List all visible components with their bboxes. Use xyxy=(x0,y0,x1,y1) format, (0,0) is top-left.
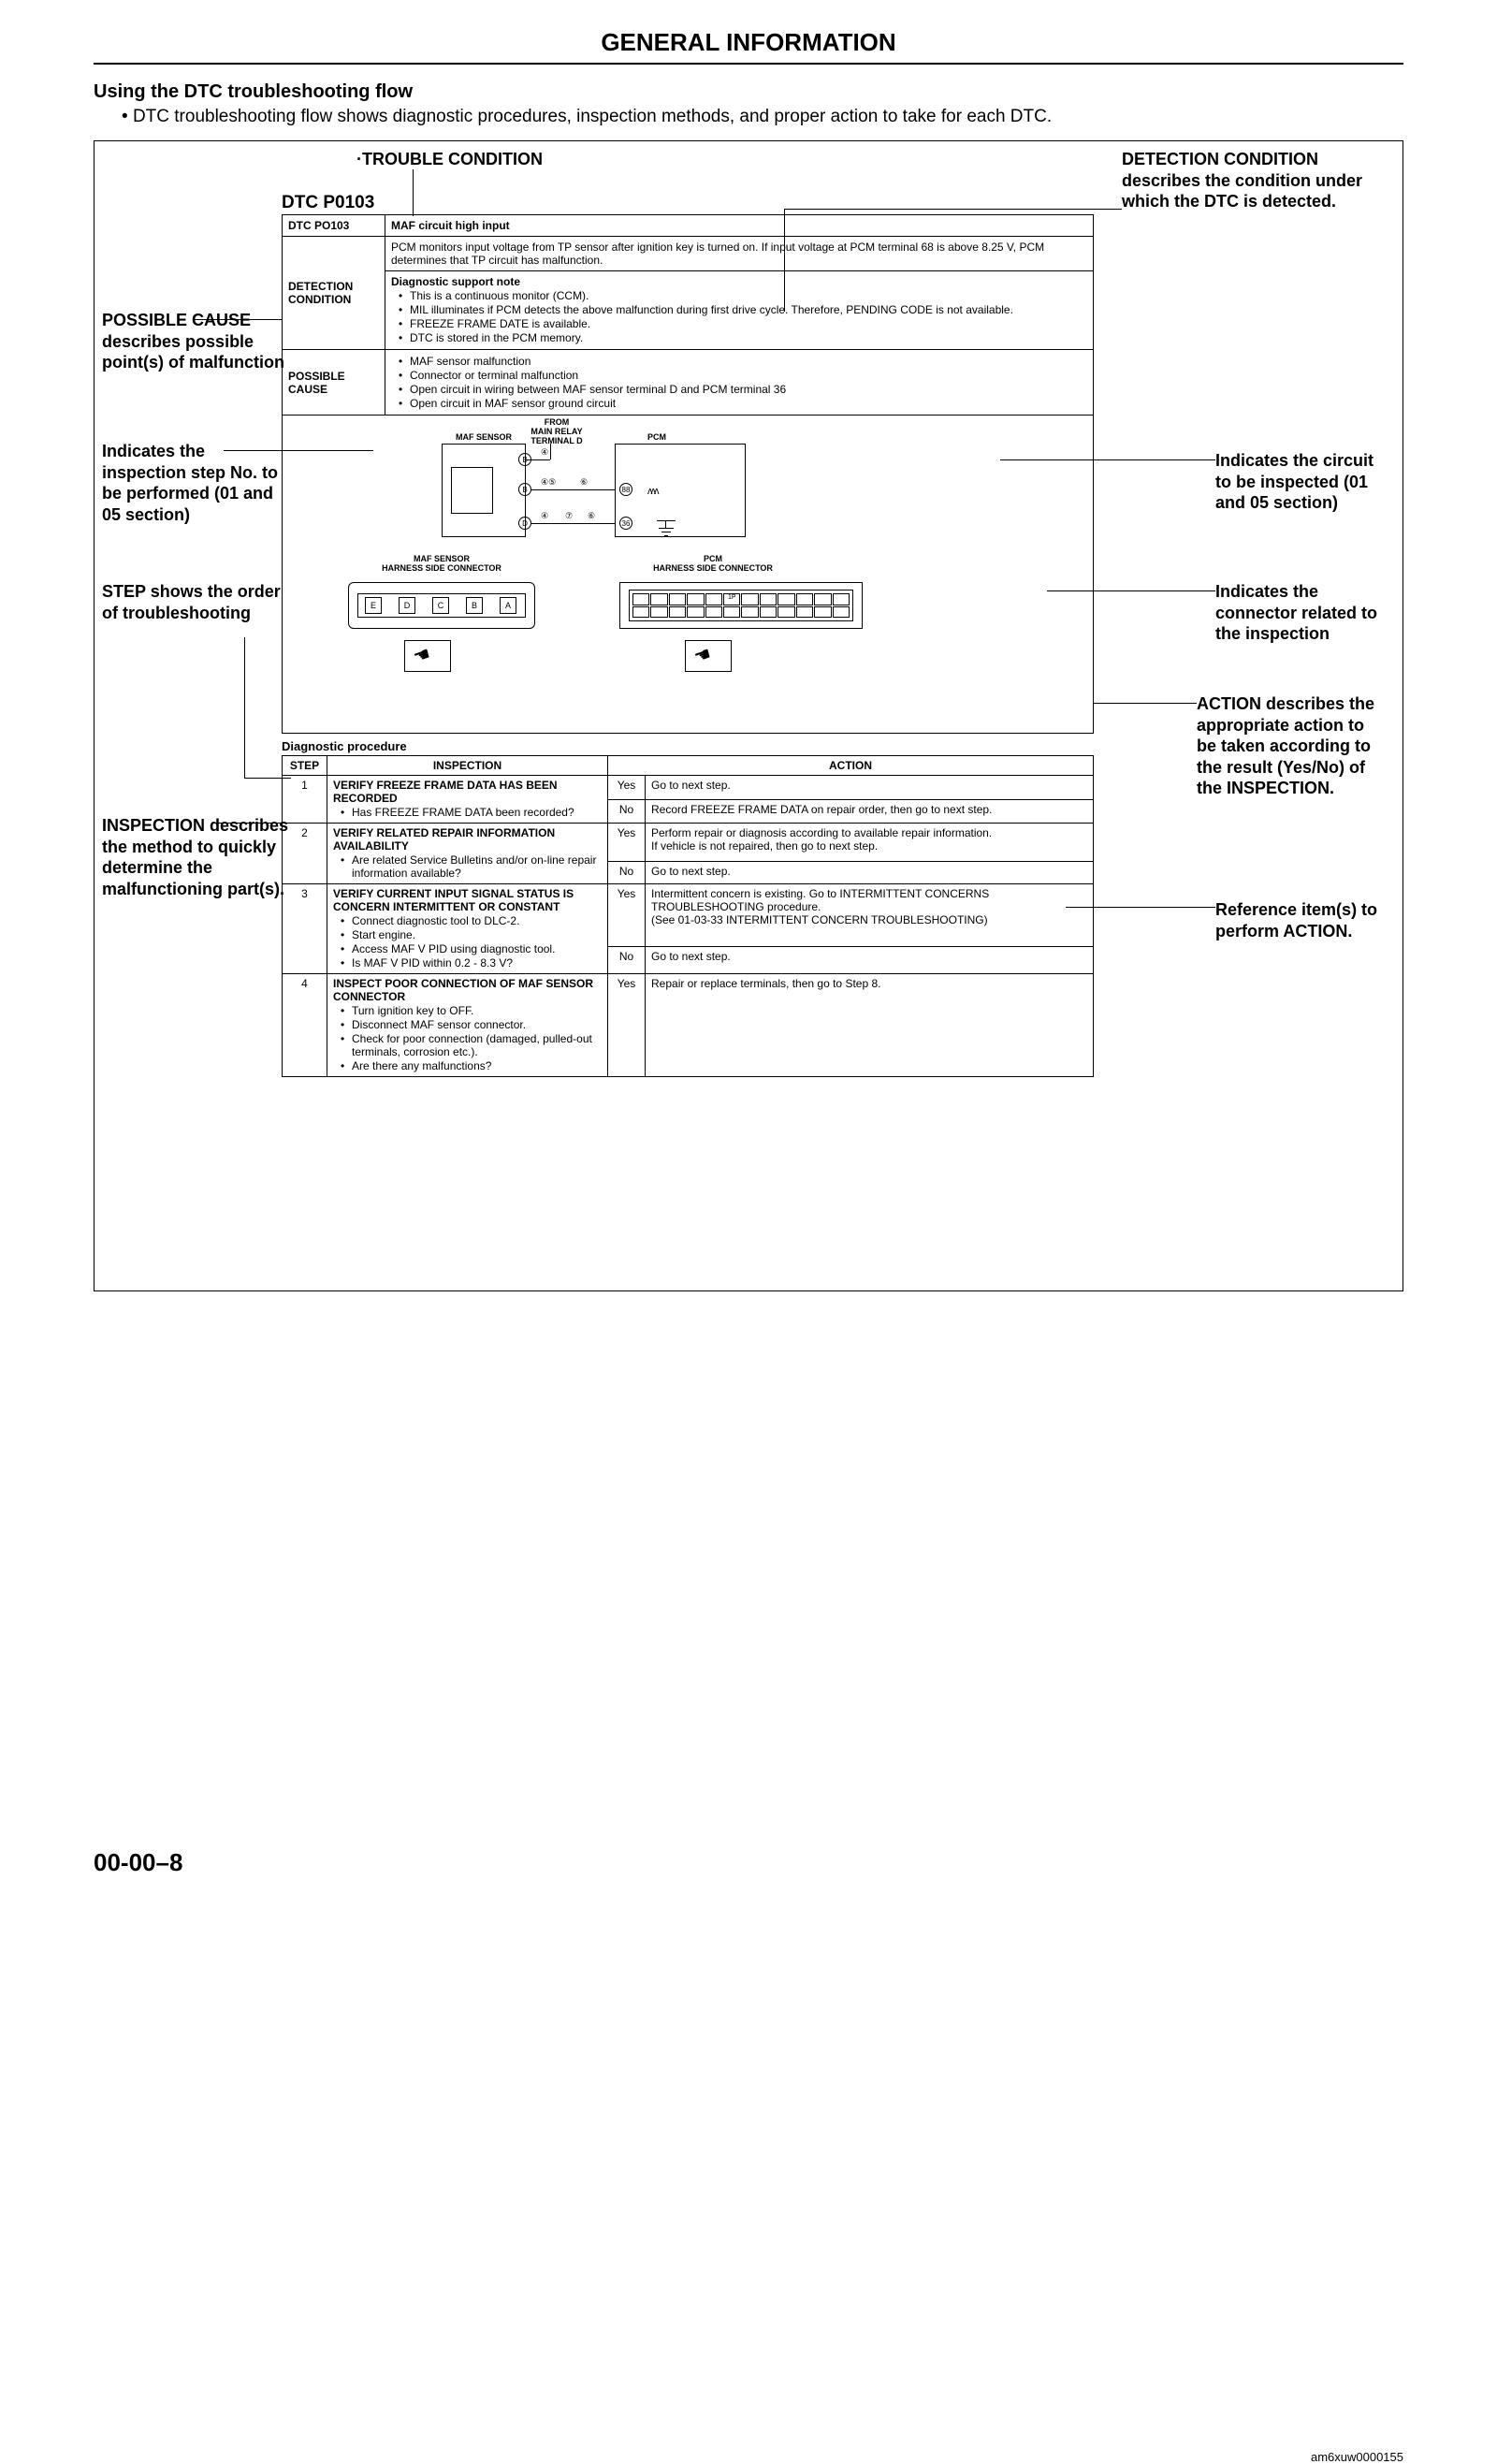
callout-connector: Indicates the connector related to the i… xyxy=(1215,581,1384,645)
inspection-bullet: Turn ignition key to OFF. xyxy=(341,1004,602,1017)
callout-trouble-condition: ·TROUBLE CONDITION xyxy=(356,149,543,170)
diag-procedure-title: Diagnostic procedure xyxy=(282,739,1094,753)
inspection-bullet: Are related Service Bulletins and/or on-… xyxy=(341,853,602,880)
table-row: 1VERIFY FREEZE FRAME DATA HAS BEEN RECOR… xyxy=(283,776,1094,800)
callout-inspection: INSPECTION describes the method to quick… xyxy=(102,815,289,899)
dtc-cell-title: MAF circuit high input xyxy=(385,215,1094,237)
connector-pin: A xyxy=(500,597,516,614)
detection-label: DETECTION CONDITION xyxy=(283,237,385,350)
action-cell: Intermittent concern is existing. Go to … xyxy=(646,884,1094,947)
yesno-cell: No xyxy=(608,861,646,883)
label-maf-connector: MAF SENSOR HARNESS SIDE CONNECTOR xyxy=(367,554,516,573)
page-header: GENERAL INFORMATION xyxy=(94,28,1403,65)
procedure-table: STEP INSPECTION ACTION 1VERIFY FREEZE FR… xyxy=(282,755,1094,1077)
info-table: DTC PO103 MAF circuit high input DETECTI… xyxy=(282,214,1094,416)
possible-cause-bullet: Open circuit in MAF sensor ground circui… xyxy=(399,397,1087,410)
inspection-bullet: Connect diagnostic tool to DLC-2. xyxy=(341,914,602,927)
inspection-bullet: Is MAF V PID within 0.2 - 8.3 V? xyxy=(341,956,602,970)
action-cell: Go to next step. xyxy=(646,861,1094,883)
label-pcm: PCM xyxy=(638,432,676,442)
diag-support-note-title: Diagnostic support note xyxy=(391,275,1087,288)
step-cell: 1 xyxy=(283,776,327,824)
possible-cause-bullet: Connector or terminal malfunction xyxy=(399,369,1087,382)
possible-cause-bullet: MAF sensor malfunction xyxy=(399,355,1087,368)
connector-pin: D xyxy=(399,597,415,614)
callout-action: ACTION describes the appropriate action … xyxy=(1197,693,1384,799)
yesno-cell: No xyxy=(608,947,646,974)
yesno-cell: Yes xyxy=(608,974,646,1077)
connector-pin: E xyxy=(365,597,382,614)
detection-bullet: MIL illuminates if PCM detects the above… xyxy=(399,303,1087,316)
image-reference: am6xuw0000155 xyxy=(94,2450,1403,2464)
section-title: Using the DTC troubleshooting flow xyxy=(94,81,1403,103)
connector-pin: C xyxy=(432,597,449,614)
step-cell: 2 xyxy=(283,824,327,884)
inspection-bullet: Access MAF V PID using diagnostic tool. xyxy=(341,942,602,955)
action-cell: Go to next step. xyxy=(646,947,1094,974)
callout-step-no: Indicates the inspection step No. to be … xyxy=(102,441,289,525)
possible-cause-label: POSSIBLE CAUSE xyxy=(283,350,385,416)
detection-bullets-cell: Diagnostic support note This is a contin… xyxy=(385,271,1094,350)
detection-bullet: This is a continuous monitor (CCM). xyxy=(399,289,1087,302)
step-cell: 3 xyxy=(283,884,327,974)
action-cell: Record FREEZE FRAME DATA on repair order… xyxy=(646,799,1094,824)
inspection-bullet: Start engine. xyxy=(341,928,602,941)
col-step: STEP xyxy=(283,756,327,776)
callout-detection-condition: DETECTION CONDITION describes the condit… xyxy=(1122,149,1384,212)
action-cell: Repair or replace terminals, then go to … xyxy=(646,974,1094,1077)
central-content: DTC PO103 MAF circuit high input DETECTI… xyxy=(282,214,1094,1077)
inspection-cell: VERIFY FREEZE FRAME DATA HAS BEEN RECORD… xyxy=(327,776,608,824)
inspection-cell: VERIFY CURRENT INPUT SIGNAL STATUS IS CO… xyxy=(327,884,608,974)
pcm-desc: PCM monitors input voltage from TP senso… xyxy=(385,237,1094,271)
possible-cause-bullets-cell: MAF sensor malfunctionConnector or termi… xyxy=(385,350,1094,416)
inspection-bullet: Are there any malfunctions? xyxy=(341,1059,602,1072)
yesno-cell: Yes xyxy=(608,884,646,947)
page-number: 00-00–8 xyxy=(94,1848,182,1877)
label-from-relay: FROM MAIN RELAY TERMINAL D xyxy=(524,417,589,445)
label-maf-sensor: MAF SENSOR xyxy=(451,432,516,442)
section-intro: DTC troubleshooting flow shows diagnosti… xyxy=(122,107,1403,127)
connector-pin: B xyxy=(466,597,483,614)
col-inspection: INSPECTION xyxy=(327,756,608,776)
action-cell: Perform repair or diagnosis according to… xyxy=(646,824,1094,862)
detection-bullet: DTC is stored in the PCM memory. xyxy=(399,331,1087,344)
possible-cause-bullet: Open circuit in wiring between MAF senso… xyxy=(399,383,1087,396)
step-cell: 4 xyxy=(283,974,327,1077)
table-row: 4INSPECT POOR CONNECTION OF MAF SENSOR C… xyxy=(283,974,1094,1077)
inspection-cell: INSPECT POOR CONNECTION OF MAF SENSOR CO… xyxy=(327,974,608,1077)
inspection-bullet: Disconnect MAF sensor connector. xyxy=(341,1018,602,1031)
table-row: 3VERIFY CURRENT INPUT SIGNAL STATUS IS C… xyxy=(283,884,1094,947)
label-pcm-connector: PCM HARNESS SIDE CONNECTOR xyxy=(629,554,797,573)
inspection-bullet: Has FREEZE FRAME DATA been recorded? xyxy=(341,806,602,819)
inspection-cell: VERIFY RELATED REPAIR INFORMATION AVAILA… xyxy=(327,824,608,884)
table-row: 2VERIFY RELATED REPAIR INFORMATION AVAIL… xyxy=(283,824,1094,862)
callout-reference: Reference item(s) to perform ACTION. xyxy=(1215,899,1384,941)
callout-circuit: Indicates the circuit to be inspected (0… xyxy=(1215,450,1384,514)
dtc-code-label: DTC P0103 xyxy=(282,193,374,213)
outer-frame: ·TROUBLE CONDITION DETECTION CONDITION d… xyxy=(94,140,1403,1291)
yesno-cell: No xyxy=(608,799,646,824)
action-cell: Go to next step. xyxy=(646,776,1094,800)
yesno-cell: Yes xyxy=(608,824,646,862)
yesno-cell: Yes xyxy=(608,776,646,800)
detection-bullet: FREEZE FRAME DATE is available. xyxy=(399,317,1087,330)
inspection-bullet: Check for poor connection (damaged, pull… xyxy=(341,1032,602,1058)
wiring-diagram: MAF SENSOR FROM MAIN RELAY TERMINAL D PC… xyxy=(282,416,1094,734)
col-action: ACTION xyxy=(608,756,1094,776)
dtc-cell-label: DTC PO103 xyxy=(283,215,385,237)
callout-step-order: STEP shows the order of troubleshooting xyxy=(102,581,289,623)
